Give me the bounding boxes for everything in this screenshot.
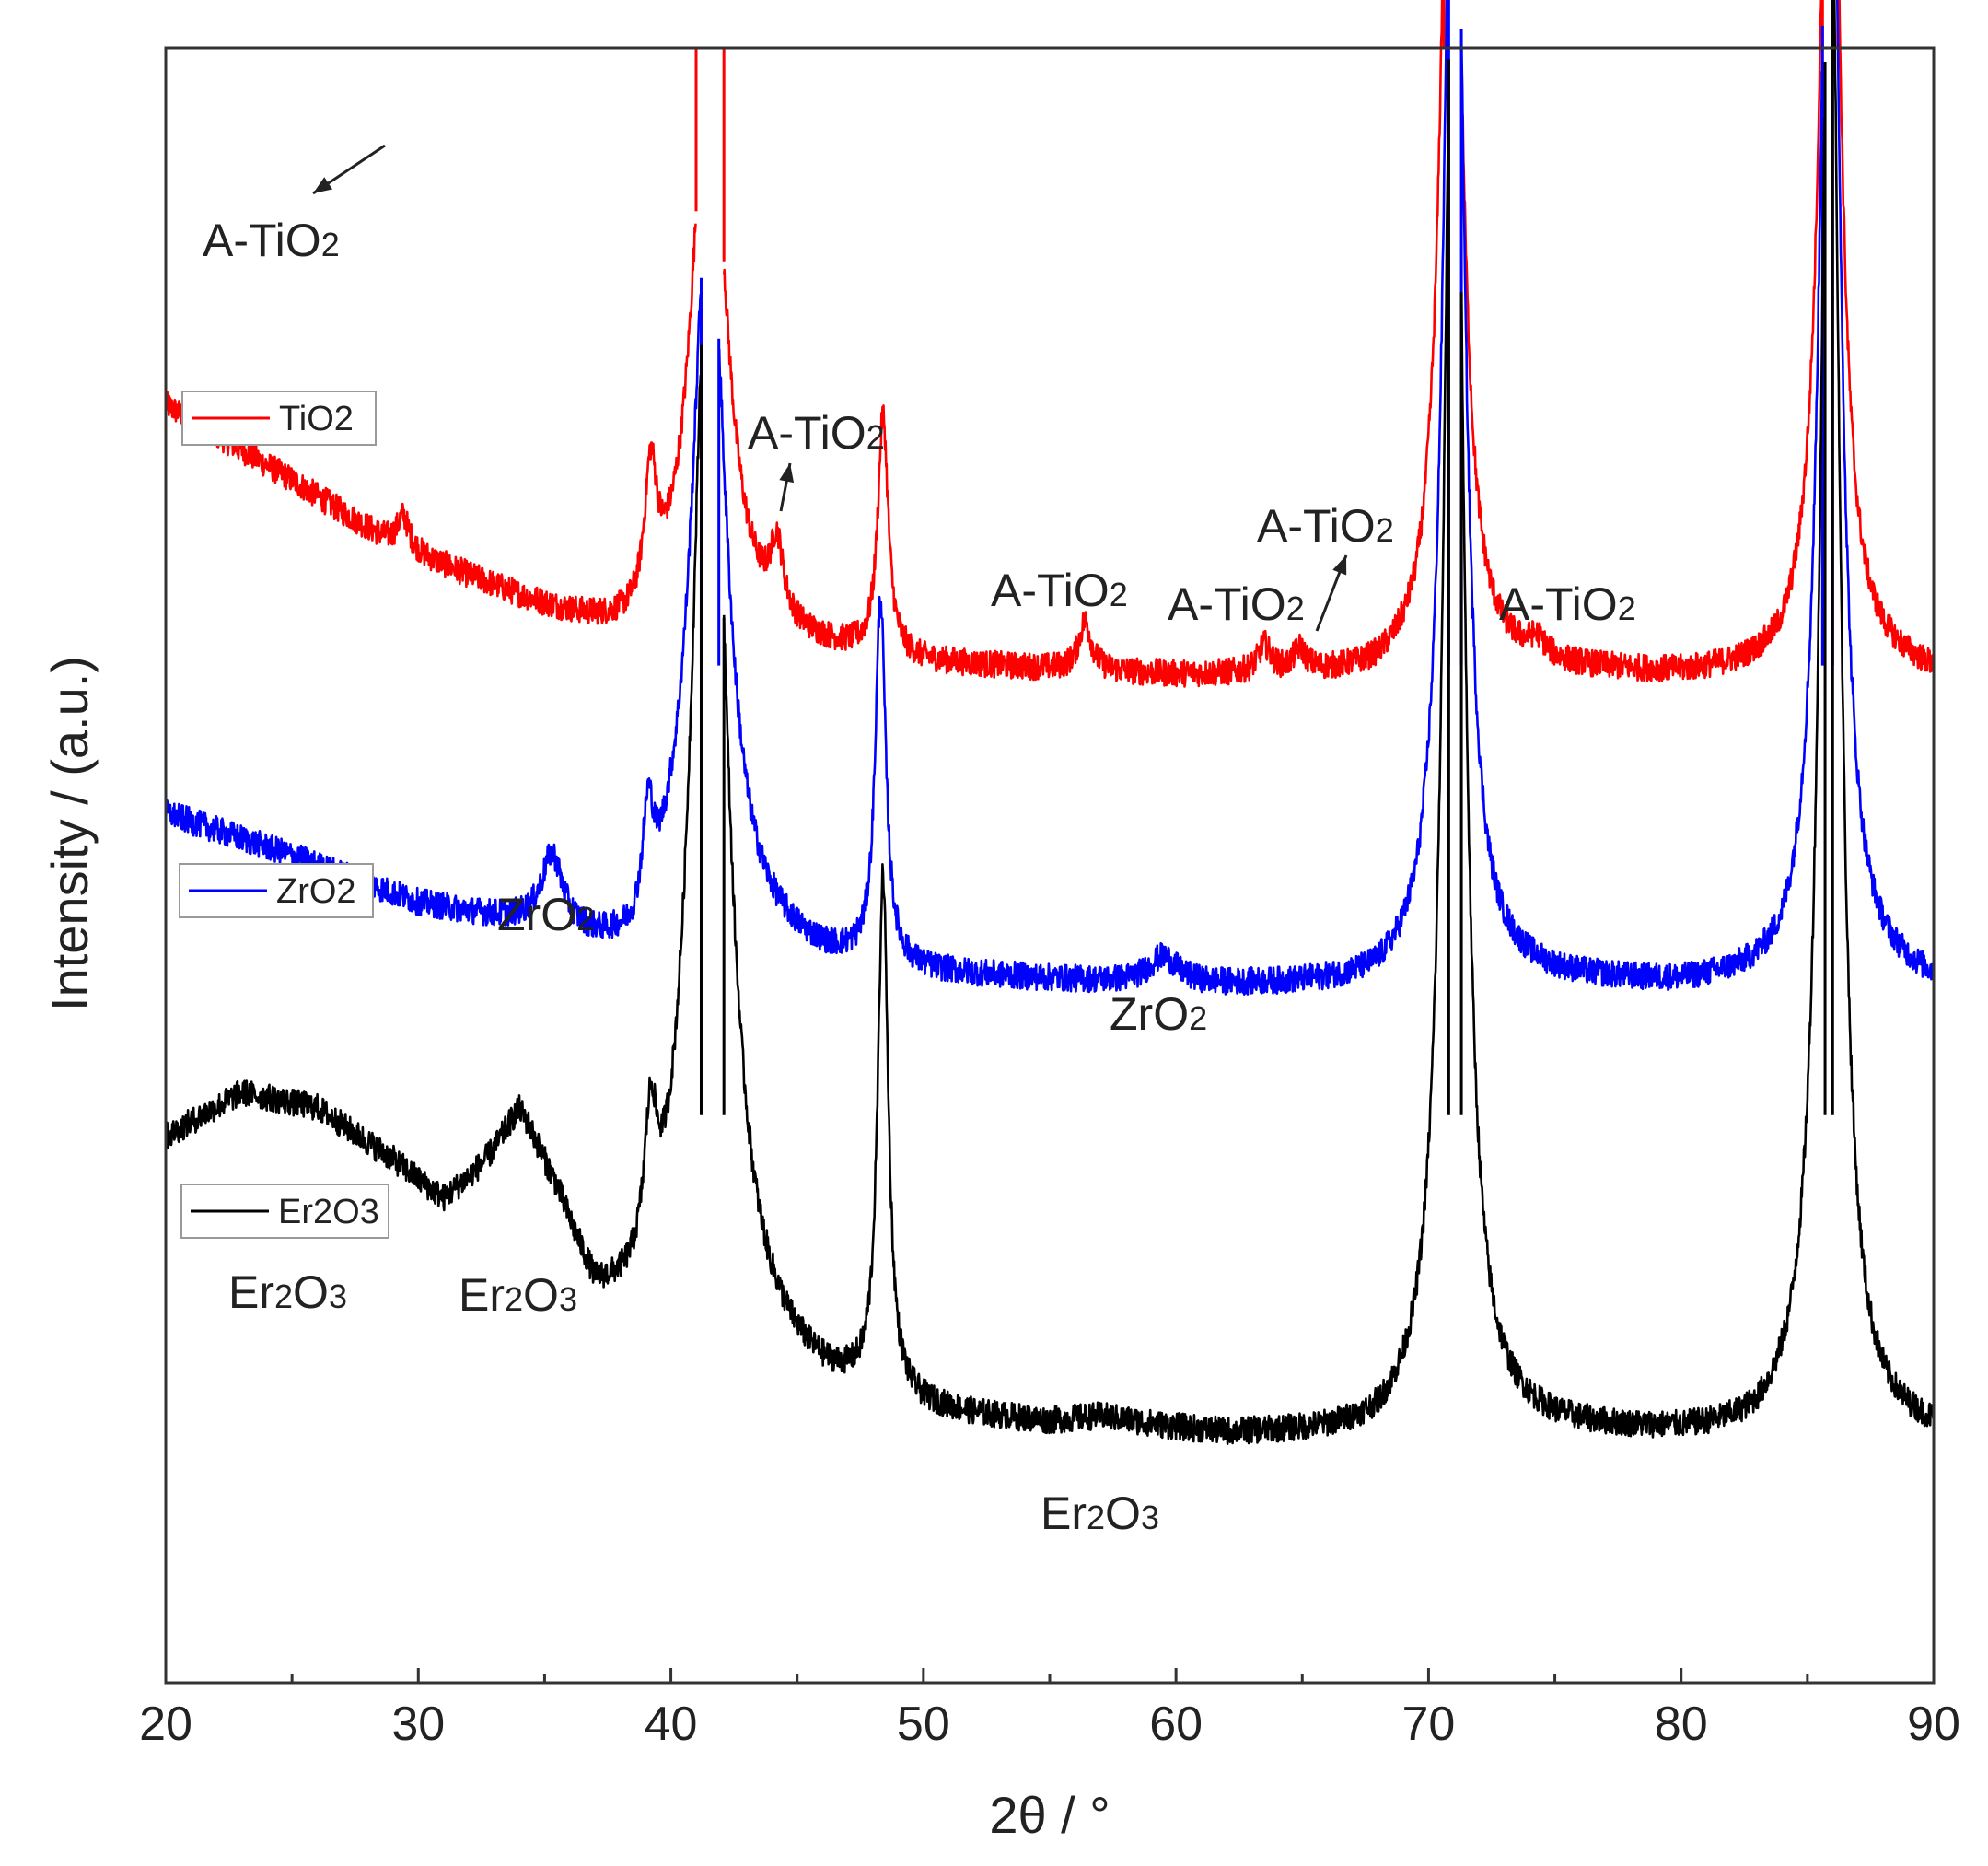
x-tick-label: 80: [1655, 1697, 1708, 1751]
peak-annotation: A-TiO2: [203, 215, 340, 266]
annotation-arrowhead: [779, 463, 795, 484]
legend-layer: TiO2 ZrO2 Er2O3: [179, 391, 389, 1239]
peak-annotation: A-TiO2: [991, 565, 1128, 616]
x-axis: 20 30 40 50 60 70 80 90: [139, 1668, 1960, 1751]
annotation-arrowhead: [1332, 555, 1347, 576]
peak-annotation: Er2O3: [459, 1269, 577, 1321]
legend-label: TiO2: [279, 400, 354, 438]
peak-annotation: A-TiO2: [1499, 578, 1636, 630]
x-tick-label: 20: [139, 1697, 192, 1751]
legend-label: ZrO2: [276, 872, 356, 911]
peak-annotation: A-TiO2: [748, 407, 885, 459]
peak-annotation: ZrO2: [497, 889, 595, 940]
x-axis-title: 2θ / °: [989, 1786, 1110, 1844]
x-tick-label: 90: [1907, 1697, 1960, 1751]
x-tick-label: 40: [645, 1697, 698, 1751]
peak-annotation: ZrO2: [1110, 988, 1207, 1040]
peak-annotation: A-TiO2: [1168, 578, 1305, 630]
peak-annotation: Er2O3: [1041, 1487, 1159, 1539]
series-TiO2-line: [164, 0, 1936, 688]
series-Er2O3-line: [164, 0, 1936, 1445]
series-ZrO2-line: [164, 0, 1936, 996]
legend-label: Er2O3: [278, 1193, 379, 1231]
peak-annotation: Er2O3: [228, 1266, 347, 1318]
y-axis-title: Intensity / (a.u.): [41, 656, 99, 1011]
x-tick-label: 30: [391, 1697, 445, 1751]
peak-annotation: A-TiO2: [1257, 500, 1394, 552]
x-tick-label: 70: [1402, 1697, 1456, 1751]
series-layer: [164, 0, 1936, 1445]
x-tick-label: 50: [897, 1697, 950, 1751]
x-tick-label: 60: [1149, 1697, 1203, 1751]
annotation-arrowhead: [313, 177, 333, 193]
annotation-layer: A-TiO2 A-TiO2 A-TiO2 A-TiO2 A-TiO2 A-TiO2 ZrO2…: [203, 144, 1636, 1539]
